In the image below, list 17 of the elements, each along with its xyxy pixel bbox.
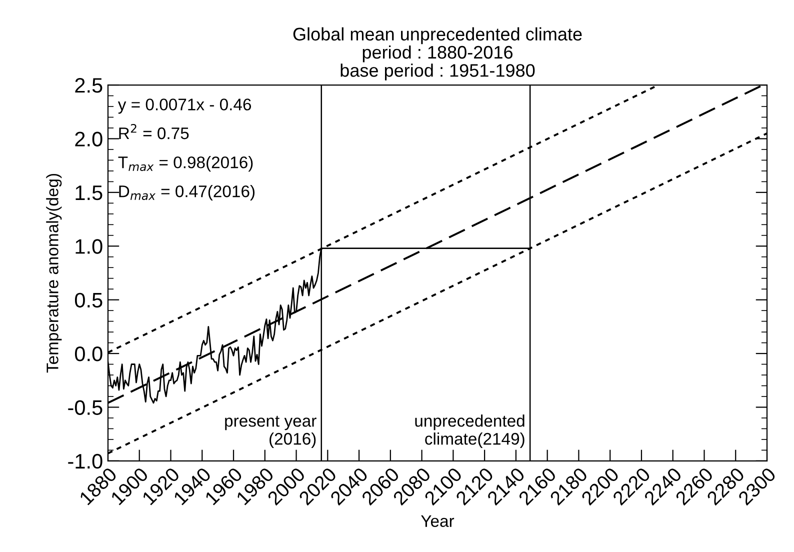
x-axis-title: Year <box>421 515 454 527</box>
y-tick-label: 0.5 <box>74 292 102 308</box>
ref-line-label: unprecedented climate(2149) <box>415 414 524 448</box>
y-tick-label: 0.0 <box>74 346 102 362</box>
y-tick-label: -0.5 <box>68 400 102 415</box>
y-tick-label: 2.0 <box>75 132 102 146</box>
chart-title: Global mean unprecedented climate period : 1880-2016 base period : 1951-1980 <box>293 27 582 80</box>
annotation: R$^{2}$ = 0.75 <box>119 124 189 140</box>
annotation: T$_{max}$ = 0.98(2016) <box>118 156 253 172</box>
annotation: D$_{max}$ = 0.47(2016) <box>119 185 255 201</box>
y-axis-title: Temperature anomaly(deg) <box>46 174 62 373</box>
annotation: y = 0.0071x - 0.46 <box>118 98 252 114</box>
y-tick-label: 2.5 <box>75 78 102 93</box>
ref-line-label: present year (2016) <box>225 416 316 448</box>
y-tick-label: 1.0 <box>76 239 102 254</box>
y-tick-label: -1.0 <box>68 454 102 469</box>
y-tick-label: 1.5 <box>76 186 102 200</box>
